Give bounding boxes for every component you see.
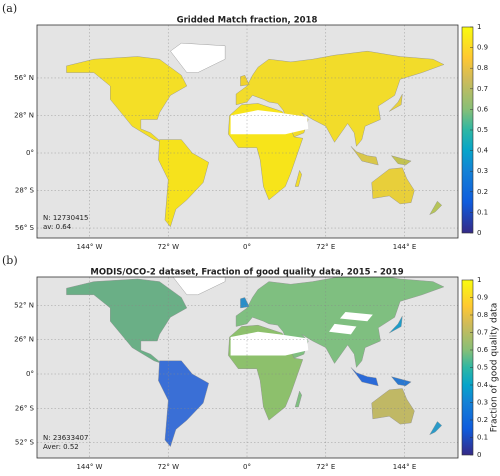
colorbar-tick-label: 0.2: [477, 188, 488, 196]
x-tick-label: 72° W: [157, 243, 179, 251]
no-data-region: [339, 311, 373, 322]
map-land: [66, 42, 445, 228]
no-data-region: [230, 110, 309, 135]
colorbar-tick-label: 1: [477, 23, 481, 31]
panel-title: Gridded Match fraction, 2018: [177, 16, 318, 26]
colorbar-tick-label: 0.4: [477, 147, 489, 155]
y-tick-label: 52° S: [15, 439, 35, 447]
annotation: N: 23633407: [43, 434, 88, 442]
no-data-region: [230, 331, 309, 356]
annotation: N: 12730415: [43, 214, 88, 222]
continent: [172, 277, 226, 295]
y-tick-label: 56° N: [14, 74, 34, 82]
x-tick-label: 72° W: [157, 463, 179, 471]
map-land: [66, 277, 445, 448]
y-tick-label: 0°: [26, 149, 34, 157]
continent: [350, 146, 379, 166]
y-tick-label: 56° S: [15, 224, 35, 232]
colorbar-tick-label: 0.6: [477, 105, 489, 113]
continent: [235, 50, 445, 147]
colorbar-tick-label: 0.3: [477, 399, 488, 407]
colorbar-tick-label: 0.3: [477, 167, 488, 175]
colorbar-tick-label: 0.5: [477, 126, 488, 134]
colorbar-tick-label: 0.8: [477, 311, 488, 319]
map-frame: [36, 276, 459, 459]
colorbar-tick-label: 0.7: [477, 329, 488, 337]
colorbar-tick-label: 0.7: [477, 85, 488, 93]
x-tick-label: 144° E: [393, 243, 417, 251]
colorbar-tick-label: 0: [477, 229, 481, 237]
colorbar-tick-label: 0.1: [477, 208, 488, 216]
colorbar-tick-label: 0.4: [477, 381, 489, 389]
continent: [390, 376, 412, 387]
y-tick-label: 0°: [26, 370, 34, 378]
continent: [170, 42, 226, 73]
colorbar-tick-label: 1: [477, 276, 481, 284]
annotation: Aver: 0.52: [43, 443, 79, 451]
y-tick-label: 52° N: [14, 301, 34, 309]
continent: [389, 93, 403, 112]
y-tick-label: 28° N: [14, 111, 34, 119]
continent: [429, 200, 443, 216]
x-tick-label: 0°: [243, 463, 251, 471]
continent: [66, 278, 188, 364]
annotation: av: 0.64: [43, 223, 72, 231]
y-tick-label: 26° S: [15, 404, 35, 412]
continent: [371, 388, 415, 425]
continent: [158, 360, 209, 448]
colorbar-tick-label: 0.9: [477, 44, 488, 52]
continent: [350, 367, 379, 387]
y-tick-label: 26° N: [14, 336, 34, 344]
x-tick-label: 0°: [243, 243, 251, 251]
x-tick-label: 144° E: [393, 463, 417, 471]
panel-title: MODIS/OCO-2 dataset, Fraction of good qu…: [90, 268, 403, 278]
continent: [158, 139, 209, 228]
colorbar-tick-label: 0.9: [477, 294, 488, 302]
colorbar-tick-label: 0.5: [477, 364, 488, 372]
continent: [371, 167, 415, 205]
colorbar-tick-label: 0: [477, 451, 481, 459]
y-tick-label: 28° S: [15, 187, 35, 195]
x-tick-label: 144° W: [76, 463, 102, 471]
colorbar-tick-label: 0.6: [477, 346, 489, 354]
colorbar-tick-label: 0.2: [477, 416, 488, 424]
continent: [429, 421, 443, 436]
panel-label: (b): [2, 254, 18, 267]
x-tick-label: 144° W: [76, 243, 102, 251]
map-frame: [36, 24, 459, 239]
continent: [240, 75, 250, 87]
continent: [235, 277, 445, 368]
continent: [294, 390, 302, 408]
colorbar-tick-label: 0.8: [477, 64, 488, 72]
x-tick-label: 72° E: [316, 243, 335, 251]
continent: [389, 315, 403, 334]
panel-label: (a): [2, 2, 17, 15]
continent: [294, 169, 302, 187]
x-tick-label: 72° E: [316, 463, 335, 471]
colorbar-tick-label: 0.1: [477, 434, 488, 442]
no-data-region: [329, 323, 357, 335]
colorbar-label: Fraction of good quality data: [490, 303, 500, 433]
